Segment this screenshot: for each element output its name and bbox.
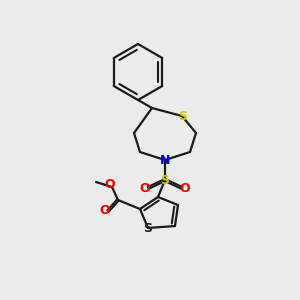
Text: N: N <box>160 154 170 166</box>
Text: O: O <box>105 178 115 191</box>
Text: S: S <box>160 173 169 187</box>
Text: S: S <box>178 110 188 122</box>
Text: O: O <box>140 182 150 194</box>
Text: O: O <box>180 182 190 194</box>
Text: O: O <box>100 203 110 217</box>
Text: S: S <box>143 223 152 236</box>
